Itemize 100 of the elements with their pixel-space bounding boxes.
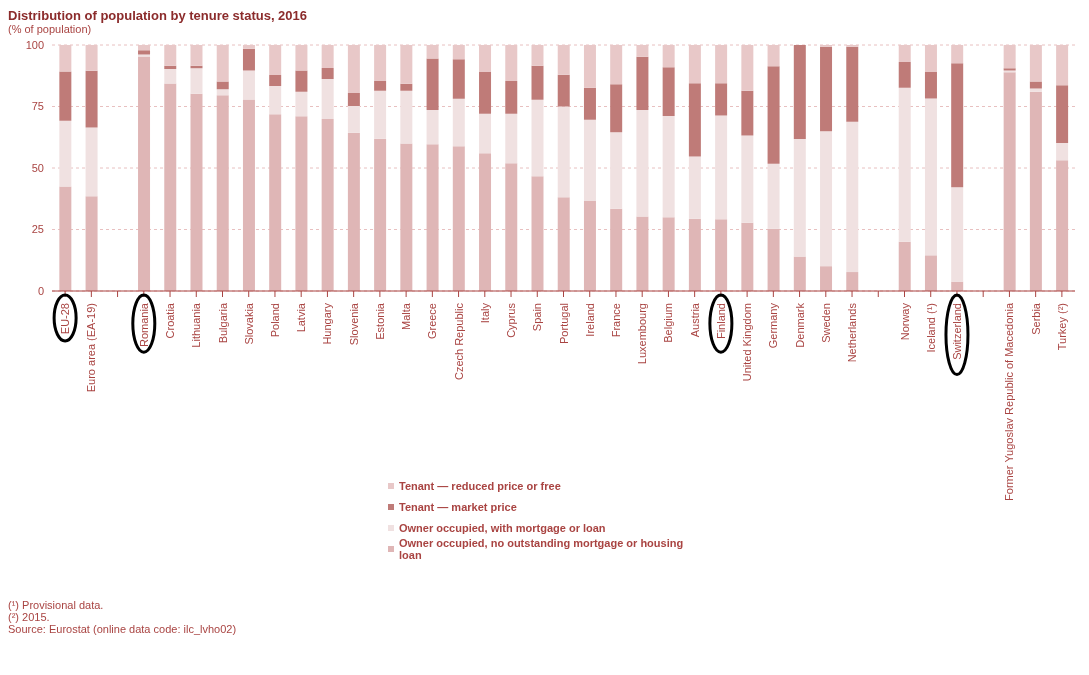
bar xyxy=(269,86,282,115)
bar xyxy=(400,90,413,144)
bar xyxy=(242,48,255,71)
bar xyxy=(1029,88,1042,92)
bar xyxy=(820,46,833,132)
x-tick-label: Switzerland xyxy=(950,303,963,360)
bar xyxy=(190,68,203,94)
bar xyxy=(85,127,98,197)
bar xyxy=(321,78,334,120)
bar xyxy=(347,92,360,107)
bar xyxy=(767,163,780,229)
bar xyxy=(715,115,728,220)
bar xyxy=(741,90,754,136)
y-tick-label: 75 xyxy=(31,100,44,113)
bar xyxy=(662,67,675,117)
bar xyxy=(269,75,282,87)
bar xyxy=(898,241,911,291)
x-tick-label: Turkey (²) xyxy=(1055,303,1068,351)
x-tick-label: Slovakia xyxy=(242,302,255,345)
bar xyxy=(59,71,72,121)
bar xyxy=(636,56,649,110)
bar xyxy=(793,45,806,139)
bar xyxy=(400,83,413,91)
bar xyxy=(295,70,308,92)
bar xyxy=(216,81,229,90)
x-tick-label: Malta xyxy=(400,302,413,330)
bar xyxy=(531,65,544,100)
x-tick-label: Euro area (EA-19) xyxy=(85,303,98,393)
legend-label: Tenant — market price xyxy=(399,500,517,513)
bar xyxy=(688,156,701,219)
chart-title: Distribution of population by tenure status, 2016 xyxy=(8,8,309,23)
x-tick-label: France xyxy=(609,303,622,338)
y-axis-title: (% of population) xyxy=(8,23,93,35)
bar xyxy=(426,58,439,110)
y-tick-label: 0 xyxy=(37,284,44,297)
bar xyxy=(662,116,675,218)
bar xyxy=(426,109,439,145)
bar xyxy=(583,87,596,120)
bar xyxy=(479,113,492,154)
bar xyxy=(531,99,544,177)
bar xyxy=(374,90,387,139)
bar xyxy=(610,84,623,133)
bar xyxy=(59,120,72,187)
bar xyxy=(452,98,465,147)
x-tick-label: Sweden xyxy=(819,303,832,343)
bar xyxy=(557,106,570,198)
bar xyxy=(505,80,518,114)
legend-label: Owner occupied, with mortgage or loan xyxy=(399,521,606,534)
x-tick-label: Belgium xyxy=(662,303,675,343)
bar xyxy=(715,83,728,116)
x-tick-label: Romania xyxy=(137,302,150,348)
bar xyxy=(636,109,649,217)
bar xyxy=(1029,81,1042,89)
bar xyxy=(505,113,518,164)
bar xyxy=(321,67,334,79)
bar xyxy=(846,272,859,291)
bar xyxy=(479,72,492,114)
x-tick-label: United Kingdom xyxy=(741,303,754,382)
x-tick-label: Slovenia xyxy=(347,302,360,346)
x-tick-label: Luxembourg xyxy=(636,303,649,365)
source-note: Source: Eurostat (online data code: ilc_lvho02) xyxy=(8,623,238,635)
bar xyxy=(164,69,177,84)
bar xyxy=(820,131,833,267)
bar xyxy=(898,61,911,88)
y-tick-label: 50 xyxy=(31,161,44,174)
x-tick-label: Finland xyxy=(714,303,727,340)
bar xyxy=(767,66,780,164)
x-tick-label: Netherlands xyxy=(846,302,859,363)
x-tick-label: Czech Republic xyxy=(452,302,465,381)
bar xyxy=(1056,142,1069,161)
bar xyxy=(741,135,754,223)
bar xyxy=(1056,85,1069,143)
bar xyxy=(951,187,964,282)
bar xyxy=(898,87,911,242)
bar xyxy=(242,70,255,100)
bar xyxy=(951,63,964,188)
legend-label: Owner occupied, no outstanding mortgage or housing loan xyxy=(398,536,685,561)
legend-label: Tenant — reduced price or free xyxy=(399,479,561,492)
x-tick-label: Greece xyxy=(426,303,439,340)
bar xyxy=(583,119,596,201)
bar xyxy=(846,46,859,122)
text: (¹) Provisional data. xyxy=(8,599,105,611)
x-tick-label: Serbia xyxy=(1029,302,1042,335)
bar xyxy=(216,89,229,96)
y-tick-label: 25 xyxy=(31,223,44,236)
bar xyxy=(793,138,806,257)
bar xyxy=(924,72,937,99)
bar xyxy=(924,255,937,291)
x-tick-label: Iceland (¹) xyxy=(924,303,937,353)
x-tick-label: Hungary xyxy=(321,302,334,345)
x-tick-label: Cyprus xyxy=(505,302,518,338)
bar xyxy=(452,59,465,99)
x-tick-label: Italy xyxy=(478,302,491,324)
x-tick-label: Bulgaria xyxy=(216,302,229,344)
x-tick-label: Lithuania xyxy=(190,302,203,348)
bar xyxy=(793,256,806,291)
bar xyxy=(347,106,360,133)
x-tick-label: Denmark xyxy=(793,302,806,348)
bar xyxy=(295,91,308,117)
x-tick-label: Germany xyxy=(767,302,780,349)
